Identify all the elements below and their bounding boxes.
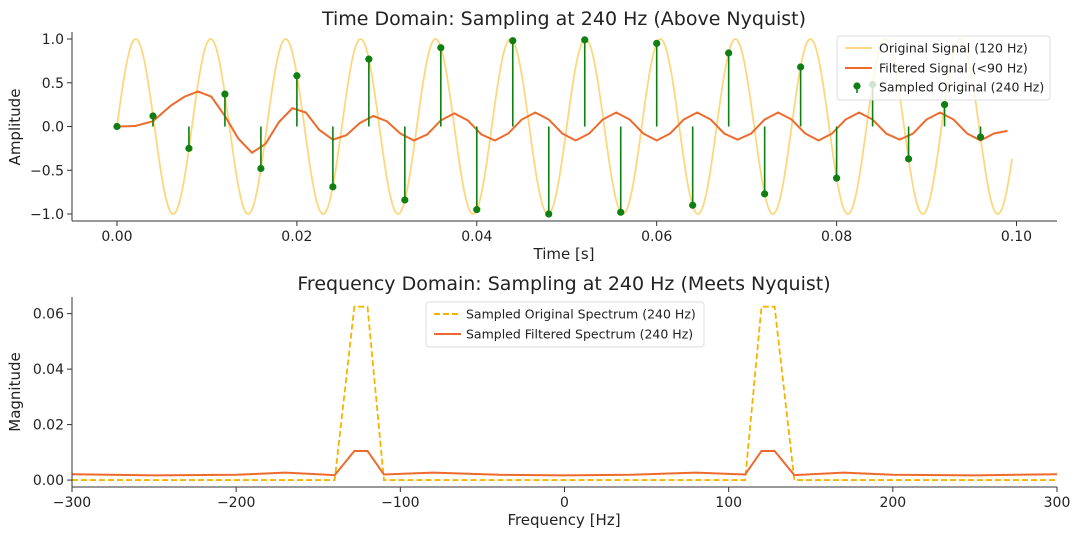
sample-point bbox=[725, 49, 733, 57]
time-domain-legend: Original Signal (120 Hz) Filtered Signal… bbox=[836, 35, 1051, 101]
frequency-domain-panel: Frequency Domain: Sampling at 240 Hz (Me… bbox=[6, 273, 1070, 529]
frequency-domain-y-tick-label: 0.02 bbox=[33, 418, 64, 434]
original-spectrum-line bbox=[72, 305, 1057, 481]
sample-point bbox=[833, 174, 841, 182]
sample-point bbox=[653, 39, 661, 47]
sample-point bbox=[904, 155, 913, 163]
time-domain-title: Time Domain: Sampling at 240 Hz (Above N… bbox=[321, 8, 806, 30]
frequency-domain-x-tick-label: −100 bbox=[381, 495, 419, 511]
frequency-domain-y-tick-label: 0.00 bbox=[33, 473, 64, 489]
legend-filtered-label: Filtered Signal (<90 Hz) bbox=[879, 61, 1028, 76]
time-domain-x-tick-label: 0.04 bbox=[461, 229, 492, 245]
frequency-domain-legend-box bbox=[425, 301, 705, 348]
frequency-domain-x-tick-label: −200 bbox=[217, 495, 255, 511]
time-domain-x-tick-label: 0.00 bbox=[101, 229, 132, 245]
sample-point bbox=[976, 133, 985, 141]
time-domain-y-ticks: 1.0 0.5 0.0 −0.5 −1.0 bbox=[30, 32, 72, 223]
time-domain-x-tick-label: 0.08 bbox=[821, 229, 852, 245]
frequency-domain-y-tick-label: 0.04 bbox=[33, 362, 64, 378]
frequency-domain-title: Frequency Domain: Sampling at 240 Hz (Me… bbox=[297, 273, 830, 295]
sample-point bbox=[437, 44, 445, 52]
sample-point bbox=[185, 144, 193, 152]
sample-point bbox=[689, 201, 697, 209]
legend-sampled-label: Sampled Original (240 Hz) bbox=[879, 80, 1044, 95]
time-domain-x-tick-label: 0.06 bbox=[641, 229, 672, 245]
frequency-domain-x-tick-label: −300 bbox=[53, 495, 91, 511]
time-domain-y-axis-label: Amplitude bbox=[6, 89, 24, 166]
frequency-domain-y-tick-label: 0.06 bbox=[33, 307, 64, 323]
sample-point bbox=[329, 183, 337, 191]
frequency-domain-x-tick-label: 300 bbox=[1044, 495, 1071, 511]
frequency-domain-x-tick-label: 200 bbox=[879, 495, 906, 511]
sample-point bbox=[221, 90, 229, 98]
time-domain-y-tick-label: −1.0 bbox=[30, 207, 64, 223]
frequency-domain-legend: Sampled Original Spectrum (240 Hz) Sampl… bbox=[425, 301, 705, 348]
sample-point bbox=[113, 122, 121, 131]
time-domain-plot-area bbox=[113, 36, 1013, 218]
time-domain-y-tick-label: −0.5 bbox=[30, 163, 64, 179]
sample-point bbox=[257, 164, 265, 173]
legend-original-spectrum-label: Sampled Original Spectrum (240 Hz) bbox=[466, 307, 696, 322]
sample-point bbox=[149, 112, 157, 120]
frequency-domain-plot-area bbox=[71, 305, 1058, 481]
time-domain-x-ticks: 0.00 0.02 0.04 0.06 0.08 0.10 bbox=[101, 221, 1032, 245]
sample-point bbox=[473, 206, 481, 214]
filtered-signal-line bbox=[116, 90, 1008, 155]
original-signal-line bbox=[116, 38, 1013, 215]
time-domain-y-tick-label: 1.0 bbox=[42, 32, 64, 48]
frequency-domain-x-ticks: −300 −200 −100 0 100 200 300 bbox=[53, 487, 1071, 511]
sample-point bbox=[581, 36, 589, 44]
sample-point bbox=[401, 196, 409, 204]
sample-point bbox=[365, 55, 373, 63]
time-domain-y-tick-label: 0.5 bbox=[42, 76, 64, 92]
time-domain-x-axis-label: Time [s] bbox=[533, 245, 595, 263]
filtered-spectrum-line bbox=[71, 449, 1058, 477]
time-domain-x-tick-label: 0.10 bbox=[1001, 229, 1032, 245]
time-domain-y-tick-label: 0.0 bbox=[42, 120, 64, 136]
frequency-domain-x-axis-label: Frequency [Hz] bbox=[507, 511, 620, 529]
sample-point bbox=[545, 210, 553, 218]
frequency-domain-y-ticks: 0.00 0.02 0.04 0.06 bbox=[33, 307, 72, 489]
legend-sampled-marker-swatch bbox=[853, 82, 861, 90]
legend-filtered-spectrum-label: Sampled Filtered Spectrum (240 Hz) bbox=[466, 327, 693, 342]
sample-point bbox=[761, 190, 769, 198]
time-domain-panel: Time Domain: Sampling at 240 Hz (Above N… bbox=[6, 8, 1057, 263]
time-domain-x-tick-label: 0.02 bbox=[281, 229, 312, 245]
sample-point bbox=[797, 63, 805, 71]
sample-point bbox=[940, 101, 949, 109]
sample-point bbox=[509, 37, 517, 45]
legend-original-label: Original Signal (120 Hz) bbox=[879, 41, 1028, 56]
frequency-domain-x-tick-label: 100 bbox=[715, 495, 742, 511]
sample-point bbox=[617, 208, 625, 216]
time-domain-legend-box bbox=[836, 35, 1051, 101]
sample-point bbox=[293, 72, 301, 80]
frequency-domain-x-tick-label: 0 bbox=[560, 495, 569, 511]
frequency-domain-y-axis-label: Magnitude bbox=[6, 352, 24, 431]
